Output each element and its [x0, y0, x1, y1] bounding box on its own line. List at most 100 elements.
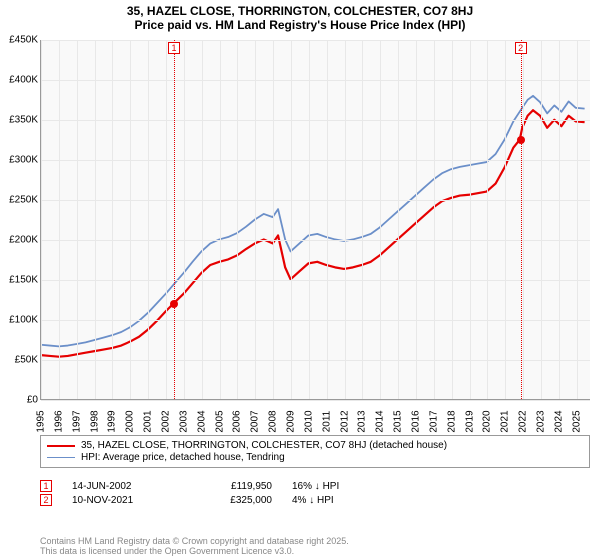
- x-axis-label: 2001: [143, 410, 154, 432]
- gridline-v: [95, 40, 96, 399]
- y-axis-label: £200K: [3, 235, 38, 246]
- chart-lines-svg: [41, 40, 590, 399]
- title-address: 35, HAZEL CLOSE, THORRINGTON, COLCHESTER…: [0, 4, 600, 18]
- sale-vline: [521, 40, 522, 399]
- x-axis-label: 2013: [357, 410, 368, 432]
- gridline-v: [130, 40, 131, 399]
- x-axis-label: 2009: [286, 410, 297, 432]
- x-axis-label: 1997: [71, 410, 82, 432]
- x-axis-label: 1998: [89, 410, 100, 432]
- sales-table: 1 14-JUN-2002 £119,950 16% ↓ HPI 2 10-NOV-202…: [40, 478, 590, 508]
- gridline-v: [541, 40, 542, 399]
- x-axis-label: 2003: [178, 410, 189, 432]
- x-axis-label: 2025: [571, 410, 582, 432]
- gridline-v: [398, 40, 399, 399]
- gridline-v: [505, 40, 506, 399]
- x-axis-label: 2024: [553, 410, 564, 432]
- gridline-h: [41, 280, 590, 281]
- series-hpi: [41, 96, 585, 347]
- y-axis-label: £150K: [3, 275, 38, 286]
- gridline-v: [273, 40, 274, 399]
- title-subtitle: Price paid vs. HM Land Registry's House …: [0, 18, 600, 32]
- gridline-v: [416, 40, 417, 399]
- chart-container: 35, HAZEL CLOSE, THORRINGTON, COLCHESTER…: [0, 0, 600, 560]
- gridline-h: [41, 400, 590, 401]
- sales-marker-box: 2: [40, 494, 52, 506]
- x-axis-label: 2005: [214, 410, 225, 432]
- x-axis-label: 2011: [321, 411, 332, 433]
- x-axis-label: 2010: [303, 410, 314, 432]
- gridline-v: [380, 40, 381, 399]
- gridline-h: [41, 240, 590, 241]
- sales-price: £325,000: [192, 495, 272, 506]
- gridline-h: [41, 160, 590, 161]
- title-block: 35, HAZEL CLOSE, THORRINGTON, COLCHESTER…: [0, 0, 600, 32]
- y-axis-label: £350K: [3, 115, 38, 126]
- y-axis-label: £50K: [3, 355, 38, 366]
- x-axis-label: 2012: [339, 410, 350, 432]
- sales-date: 10-NOV-2021: [72, 495, 172, 506]
- legend-label: HPI: Average price, detached house, Tend…: [81, 452, 285, 463]
- gridline-v: [559, 40, 560, 399]
- sale-marker-box: 2: [515, 42, 527, 54]
- gridline-v: [41, 40, 42, 399]
- legend-row: HPI: Average price, detached house, Tend…: [47, 452, 583, 463]
- x-axis-label: 2008: [268, 410, 279, 432]
- gridline-v: [166, 40, 167, 399]
- sale-point: [170, 300, 178, 308]
- gridline-v: [327, 40, 328, 399]
- x-axis-label: 2002: [161, 410, 172, 432]
- x-axis-label: 1996: [53, 410, 64, 432]
- sales-price: £119,950: [192, 481, 272, 492]
- sales-row: 1 14-JUN-2002 £119,950 16% ↓ HPI: [40, 480, 590, 492]
- y-axis-label: £250K: [3, 195, 38, 206]
- gridline-v: [577, 40, 578, 399]
- gridline-h: [41, 120, 590, 121]
- x-axis-label: 1995: [36, 410, 47, 432]
- x-axis-label: 2006: [232, 410, 243, 432]
- gridline-h: [41, 80, 590, 81]
- gridline-v: [345, 40, 346, 399]
- gridline-v: [255, 40, 256, 399]
- gridline-v: [452, 40, 453, 399]
- x-axis-label: 2018: [446, 410, 457, 432]
- x-axis-label: 2020: [482, 410, 493, 432]
- sales-marker-box: 1: [40, 480, 52, 492]
- credits-line2: This data is licensed under the Open Gov…: [40, 546, 349, 556]
- x-axis-label: 2015: [393, 410, 404, 432]
- gridline-v: [184, 40, 185, 399]
- x-axis-label: 1999: [107, 410, 118, 432]
- gridline-v: [470, 40, 471, 399]
- gridline-h: [41, 320, 590, 321]
- y-axis-label: £100K: [3, 315, 38, 326]
- x-axis-label: 2017: [428, 410, 439, 432]
- sale-vline: [174, 40, 175, 399]
- y-axis-label: £450K: [3, 35, 38, 46]
- x-axis-label: 2019: [464, 410, 475, 432]
- gridline-v: [487, 40, 488, 399]
- sales-hpi: 4% ↓ HPI: [292, 495, 392, 506]
- y-axis-label: £300K: [3, 155, 38, 166]
- gridline-h: [41, 360, 590, 361]
- x-axis-label: 2007: [250, 410, 261, 432]
- gridline-v: [291, 40, 292, 399]
- x-axis-label: 2016: [411, 410, 422, 432]
- sale-marker-box: 1: [168, 42, 180, 54]
- legend-label: 35, HAZEL CLOSE, THORRINGTON, COLCHESTER…: [81, 440, 447, 451]
- sale-point: [517, 136, 525, 144]
- gridline-v: [309, 40, 310, 399]
- gridline-v: [59, 40, 60, 399]
- gridline-v: [202, 40, 203, 399]
- x-axis-label: 2021: [500, 410, 511, 432]
- sales-date: 14-JUN-2002: [72, 481, 172, 492]
- credits: Contains HM Land Registry data © Crown c…: [40, 536, 349, 556]
- gridline-v: [220, 40, 221, 399]
- gridline-v: [112, 40, 113, 399]
- gridline-v: [237, 40, 238, 399]
- sales-row: 2 10-NOV-2021 £325,000 4% ↓ HPI: [40, 494, 590, 506]
- sales-hpi: 16% ↓ HPI: [292, 481, 392, 492]
- legend-row: 35, HAZEL CLOSE, THORRINGTON, COLCHESTER…: [47, 440, 583, 451]
- x-axis-label: 2004: [196, 410, 207, 432]
- plot-area: £0£50K£100K£150K£200K£250K£300K£350K£400…: [40, 40, 590, 400]
- legend: 35, HAZEL CLOSE, THORRINGTON, COLCHESTER…: [40, 435, 590, 468]
